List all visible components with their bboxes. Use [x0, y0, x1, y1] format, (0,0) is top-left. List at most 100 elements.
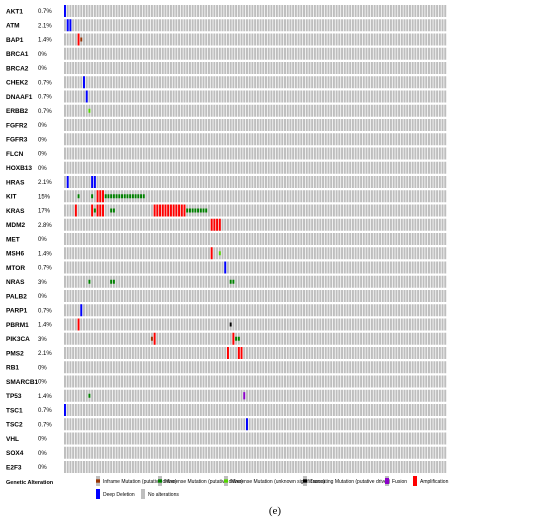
empty-cell: [322, 389, 325, 402]
empty-cell: [411, 347, 414, 359]
empty-cell: [425, 332, 428, 345]
empty-cell: [330, 461, 333, 473]
empty-cell: [110, 133, 113, 146]
empty-cell: [137, 233, 140, 245]
empty-cell: [131, 318, 134, 331]
empty-cell: [254, 90, 257, 103]
empty-cell: [322, 275, 325, 288]
empty-cell: [202, 218, 205, 231]
empty-cell: [256, 318, 259, 331]
empty-cell: [156, 47, 159, 60]
empty-cell: [91, 304, 94, 317]
empty-cell: [83, 432, 85, 445]
empty-cell: [183, 62, 186, 74]
empty-cell: [354, 432, 357, 445]
empty-cell: [150, 233, 153, 245]
empty-cell: [112, 33, 115, 46]
empty-cell: [74, 275, 77, 288]
empty-cell: [297, 247, 300, 260]
empty-cell: [66, 233, 69, 245]
empty-cell: [360, 432, 363, 445]
empty-cell: [275, 361, 278, 374]
empty-cell: [237, 361, 240, 374]
empty-cell: [262, 218, 265, 231]
empty-cell: [213, 233, 216, 245]
empty-cell: [107, 147, 110, 160]
empty-cell: [77, 76, 80, 89]
empty-cell: [134, 104, 137, 117]
empty-cell: [292, 404, 295, 416]
empty-cell: [96, 361, 99, 374]
empty-cell: [438, 446, 441, 459]
empty-cell: [93, 19, 96, 32]
empty-cell: [408, 404, 411, 416]
empty-cell: [104, 76, 107, 89]
gene-label-kras: KRAS: [6, 208, 25, 215]
empty-cell: [427, 62, 430, 74]
empty-cell: [205, 389, 208, 402]
empty-cell: [167, 119, 170, 131]
empty-cell: [164, 290, 167, 302]
empty-cell: [281, 218, 284, 231]
empty-cell: [235, 432, 238, 445]
empty-cell: [80, 190, 83, 203]
empty-cell: [175, 446, 178, 459]
empty-cell: [121, 90, 123, 103]
empty-cell: [226, 190, 229, 203]
empty-cell: [77, 304, 80, 317]
empty-cell: [278, 261, 281, 274]
empty-cell: [267, 47, 270, 60]
empty-cell: [265, 418, 267, 431]
empty-cell: [218, 204, 221, 217]
empty-cell: [281, 161, 284, 174]
empty-cell: [327, 290, 330, 302]
empty-cell: [392, 418, 395, 431]
empty-cell: [102, 432, 104, 445]
empty-cell: [107, 176, 110, 188]
empty-cell: [207, 176, 210, 188]
empty-cell: [330, 375, 333, 388]
empty-cell: [104, 347, 107, 359]
gene-pct-sox4: 0%: [38, 451, 47, 457]
empty-cell: [430, 190, 433, 203]
empty-cell: [395, 133, 398, 146]
empty-cell: [379, 133, 382, 146]
empty-cell: [197, 176, 200, 188]
gene-pct-erbb2: 0.7%: [38, 109, 52, 115]
empty-cell: [205, 104, 208, 117]
empty-cell: [379, 261, 382, 274]
empty-cell: [373, 432, 376, 445]
empty-cell: [289, 418, 292, 431]
empty-cell: [175, 461, 178, 473]
empty-cell: [161, 304, 164, 317]
empty-cell: [278, 332, 281, 345]
empty-cell: [175, 90, 178, 103]
empty-cell: [188, 133, 191, 146]
empty-cell: [368, 389, 371, 402]
empty-cell: [265, 304, 267, 317]
empty-cell: [251, 332, 254, 345]
gene-row-dnaaf1: [64, 90, 447, 103]
empty-cell: [251, 290, 254, 302]
empty-cell: [64, 90, 66, 103]
empty-cell: [286, 461, 289, 473]
empty-cell: [324, 104, 327, 117]
gene-label-sox4: SOX4: [6, 450, 24, 457]
empty-cell: [148, 461, 151, 473]
empty-cell: [110, 147, 113, 160]
empty-cell: [311, 76, 314, 89]
empty-cell: [425, 275, 428, 288]
empty-cell: [370, 290, 373, 302]
empty-cell: [85, 47, 88, 60]
empty-cell: [254, 347, 257, 359]
gene-pct-e2f3: 0%: [38, 465, 47, 471]
empty-cell: [300, 147, 303, 160]
empty-cell: [327, 62, 330, 74]
empty-cell: [292, 33, 295, 46]
empty-cell: [137, 218, 140, 231]
empty-cell: [83, 389, 85, 402]
empty-cell: [267, 318, 270, 331]
empty-cell: [161, 375, 164, 388]
empty-cell: [237, 275, 240, 288]
empty-cell: [351, 404, 354, 416]
